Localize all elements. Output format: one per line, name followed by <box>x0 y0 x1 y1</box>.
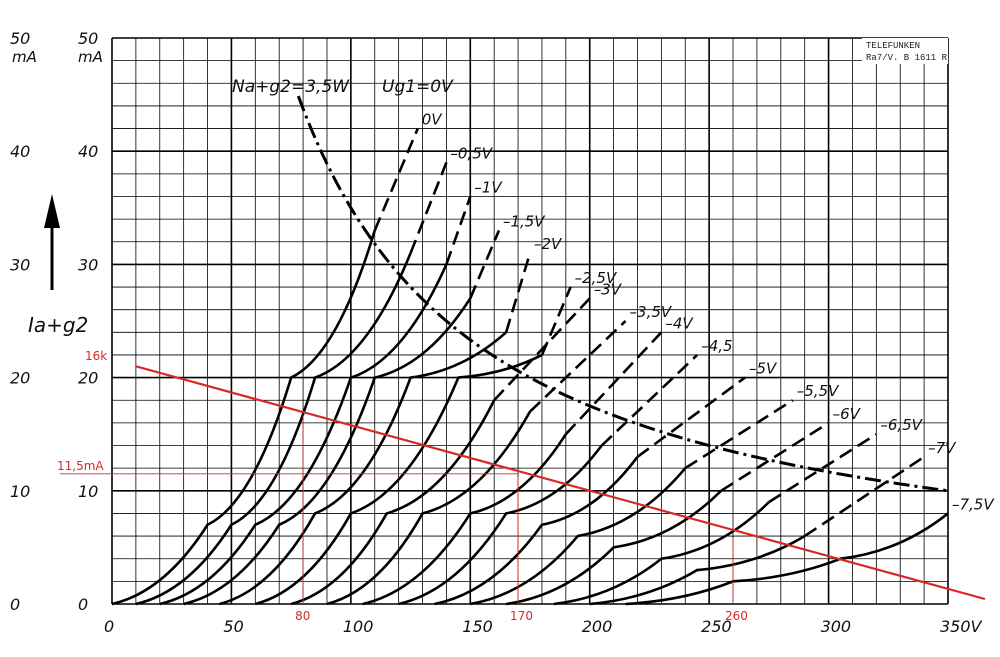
curve-label: –0,5V <box>450 145 493 163</box>
curve-label: –5,5V <box>797 382 840 400</box>
anode-curves: 0V –0,5V –1V–1,5V –2V –2,5V–3V –3,5V–4V –4,5 –5… <box>111 111 995 606</box>
anode-curve <box>398 444 603 606</box>
load-line-marker-label: 260 <box>725 609 748 623</box>
curve-label: –6,5V <box>880 416 923 434</box>
anode-curve <box>290 399 496 606</box>
power-hyperbola <box>296 95 949 493</box>
y-unit-outer: mA <box>12 48 37 66</box>
anode-curve <box>362 433 567 606</box>
load-line-path <box>135 365 986 601</box>
anode-curve-dashed <box>600 354 699 447</box>
curve-label: –3V <box>594 280 623 298</box>
anode-curve-dashed <box>445 196 472 265</box>
anode-curve-dashed <box>540 286 572 356</box>
chart-grid <box>111 37 949 605</box>
curve-label: –5V <box>749 360 778 378</box>
load-line-label: 16k <box>85 349 107 363</box>
anode-curve <box>470 467 687 606</box>
anode-curve <box>625 512 949 606</box>
anode-curve-dashed <box>564 331 663 436</box>
x-tick-label: 150 <box>462 617 493 636</box>
anode-curve-dashed <box>636 376 746 458</box>
curve-label: –1,5V <box>503 212 546 230</box>
anode-curve-dashed <box>469 229 501 299</box>
anode-curve <box>505 489 723 606</box>
stamp-background <box>862 38 948 64</box>
curve-label: –4,5 <box>701 337 732 355</box>
anode-curve-dashed <box>720 421 830 492</box>
ug1-header-label: Ug1=0V <box>382 77 454 97</box>
x-tick-label: 300 <box>821 617 852 636</box>
y-tick-label-outer: 10 <box>10 482 30 501</box>
curve-label: –7V <box>928 439 957 457</box>
x-tick-label: 250 <box>701 617 732 636</box>
anode-curve-dashed <box>803 455 925 538</box>
anode-curve-dashed <box>684 399 794 470</box>
curve-label: –4V <box>665 314 694 332</box>
power-hyperbola-curve <box>296 95 949 493</box>
anode-curve <box>326 410 532 606</box>
curve-label: 0V <box>422 111 444 129</box>
y-unit-inner: mA <box>78 48 103 66</box>
arrow-up-icon <box>44 194 60 228</box>
y-axis-label: Ia+g2 <box>28 313 88 337</box>
anode-curve <box>434 456 639 606</box>
anode-curve <box>254 353 543 606</box>
x-tick-label: 350V <box>940 617 983 636</box>
y-tick-label: 50 <box>78 29 98 48</box>
anode-curve-dashed <box>409 162 448 254</box>
y-tick-label: 0 <box>78 595 88 614</box>
load-line: 80 170 260 <box>60 365 986 623</box>
stamp-line-2: Ra7/V. B 1611 R <box>866 53 948 63</box>
curve-label: –3,5V <box>630 303 673 321</box>
anode-curve-dashed <box>504 252 532 333</box>
y-tick-label: 10 <box>78 482 98 501</box>
y-tick-label: 30 <box>78 255 98 274</box>
quiescent-current-label: 11,5mA <box>57 459 104 473</box>
y-tick-label-outer: 0 <box>10 595 20 614</box>
curve-label: –2V <box>534 235 563 253</box>
x-tick-label: 200 <box>582 617 613 636</box>
x-tick-label: 100 <box>343 617 374 636</box>
curve-label: –7,5V <box>952 495 995 513</box>
stamp-line-1: TELEFUNKEN <box>866 41 920 51</box>
anode-curve <box>135 252 412 606</box>
anode-curve <box>589 534 806 606</box>
anode-curve <box>553 501 770 606</box>
y-tick-label: 20 <box>78 369 98 388</box>
power-hyperbola-label: Na+g2=3,5W <box>232 77 350 97</box>
curve-label: –2,5V <box>575 269 618 287</box>
anode-curve <box>159 263 448 606</box>
y-tick-label-outer: 50 <box>10 29 30 48</box>
anode-curve-dashed <box>373 128 419 231</box>
y-tick-label-outer: 30 <box>10 255 30 274</box>
x-tick-label: 0 <box>104 617 114 636</box>
anode-curve-dashed <box>529 320 627 413</box>
anode-curve <box>183 297 472 606</box>
anode-curve-dashed <box>768 433 878 504</box>
load-line-marker-label: 80 <box>295 609 310 623</box>
curve-label: –1V <box>474 178 503 196</box>
y-tick-label-outer: 40 <box>10 142 30 161</box>
y-tick-label-outer: 20 <box>10 369 30 388</box>
curve-label: –6V <box>833 405 862 423</box>
y-tick-label: 40 <box>78 142 98 161</box>
x-tick-label: 50 <box>223 617 243 636</box>
anode-curve-dashed <box>493 297 591 402</box>
load-line-marker-label: 170 <box>510 609 533 623</box>
anode-curve <box>111 230 376 606</box>
